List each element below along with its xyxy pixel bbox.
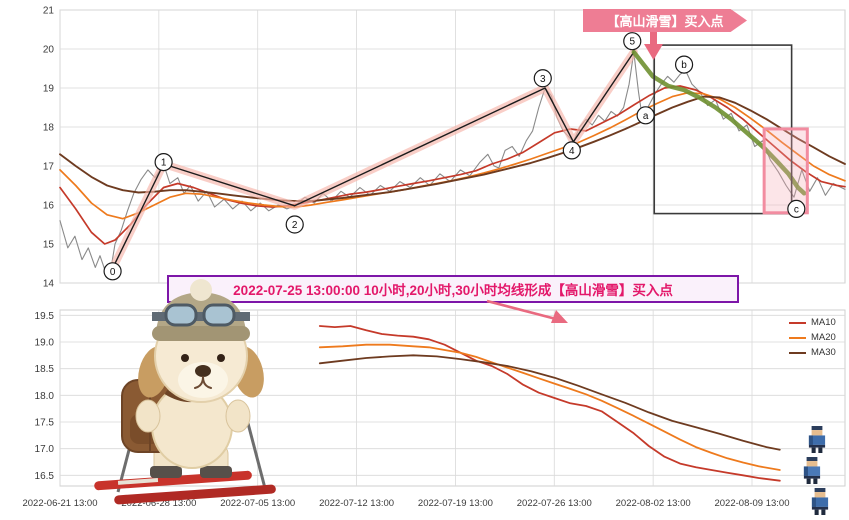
marker-circle-3	[533, 69, 552, 88]
marker-circle-4	[562, 141, 581, 160]
y-tick-label: 19.5	[35, 311, 55, 322]
y-tick-label: 18.0	[35, 391, 55, 402]
y-tick-label: 17	[43, 162, 55, 173]
series-zigzag	[109, 51, 635, 274]
y-tick-label: 14	[43, 279, 55, 290]
marker-circle-5	[623, 32, 642, 51]
legend-label: MA10	[811, 317, 836, 328]
pixel-character-icon	[808, 426, 826, 453]
signal-text-box: 2022-07-25 13:00:00 10小时,20小时,30小时均线形成【高…	[167, 275, 739, 303]
marker-label-5: 5	[629, 37, 635, 48]
y-tick-label: 16	[43, 201, 55, 212]
y-tick-label: 15	[43, 240, 55, 251]
legend-item-ma10: MA10	[789, 317, 836, 328]
ma-legend: MA10 MA20 MA30	[789, 317, 836, 358]
dog-paw	[225, 399, 251, 433]
y-tick-label: 18.5	[35, 364, 55, 375]
y-tick-label: 17.5	[35, 418, 55, 429]
x-tick-label: 2022-08-02 13:00	[616, 498, 691, 509]
marker-label-0: 0	[110, 267, 116, 278]
marker-label-a: a	[643, 111, 649, 122]
pixel-character-icon	[803, 457, 821, 484]
x-tick-label: 2022-07-12 13:00	[319, 498, 394, 509]
legend-swatch	[789, 336, 806, 339]
marker-label-c: c	[794, 204, 799, 215]
marker-circle-c	[787, 199, 806, 218]
series-MA10	[59, 85, 846, 245]
legend-label: MA30	[811, 347, 836, 358]
marker-label-2: 2	[292, 220, 298, 231]
y-tick-label: 19.0	[35, 338, 55, 349]
buy-point-label: 【高山滑雪】买入点	[583, 9, 747, 32]
dog-mouth	[194, 376, 212, 389]
series-trend	[631, 49, 807, 196]
dog-paw	[135, 399, 161, 433]
series-MA30	[59, 95, 846, 203]
marker-label-b: b	[681, 60, 687, 71]
dog-eye	[217, 354, 225, 362]
series-MA20	[59, 91, 846, 220]
x-tick-label: 2022-06-28 13:00	[121, 498, 196, 509]
dog-eye	[181, 354, 189, 362]
legend-swatch	[789, 321, 806, 324]
legend-label: MA20	[811, 332, 836, 343]
dog-skier-image	[94, 279, 276, 505]
series-MA20	[318, 343, 781, 471]
series-zigzag-glow	[106, 48, 638, 278]
marker-circle-0	[103, 262, 122, 281]
x-tick-label: 2022-07-19 13:00	[418, 498, 493, 509]
y-tick-label: 17.0	[35, 444, 55, 455]
marker-label-1: 1	[161, 158, 167, 169]
pixel-character-icon	[811, 488, 829, 515]
y-tick-label: 18	[43, 123, 55, 134]
plot-frame	[59, 9, 846, 284]
marker-circle-1	[154, 153, 173, 172]
x-tick-label: 2022-07-26 13:00	[517, 498, 592, 509]
x-tick-label: 2022-06-21 13:00	[22, 498, 97, 509]
pointer-arrow-icon	[486, 299, 568, 323]
marker-circle-a	[636, 106, 655, 125]
marker-label-3: 3	[540, 74, 546, 85]
y-tick-label: 20	[43, 45, 55, 56]
ski-goggles	[152, 303, 250, 327]
legend-swatch	[789, 351, 806, 354]
highlight-rect	[762, 127, 809, 215]
marker-circle-2	[285, 215, 304, 234]
series-price	[59, 51, 846, 274]
marker-circle-b	[674, 55, 694, 74]
x-tick-label: 2022-07-05 13:00	[220, 498, 295, 509]
series-MA10	[318, 325, 781, 482]
series-MA30	[318, 354, 781, 451]
y-tick-label: 16.5	[35, 471, 55, 482]
x-tick-label: 2022-08-09 13:00	[714, 498, 789, 509]
dog-nose	[195, 365, 211, 377]
legend-item-ma30: MA30	[789, 347, 836, 358]
ski-boot	[200, 466, 232, 478]
down-arrow-icon	[644, 32, 663, 60]
y-tick-label: 19	[43, 84, 55, 95]
marker-label-4: 4	[569, 146, 575, 157]
y-tick-label: 21	[43, 6, 55, 17]
price-chart: 14 15 16 17 18 19 20 21 0 1 2 3 4 5 a b c	[43, 6, 846, 290]
ski-boot	[150, 466, 182, 478]
legend-item-ma20: MA20	[789, 332, 836, 343]
